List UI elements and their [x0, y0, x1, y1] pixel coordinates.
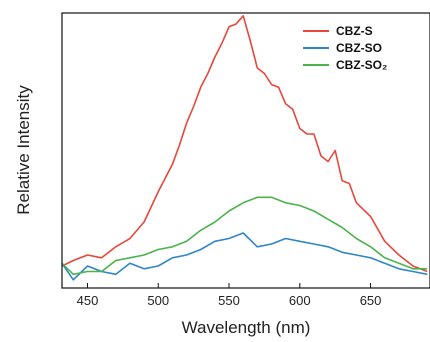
- x-tick-label: 550: [218, 293, 240, 308]
- x-axis-label: Wavelength (nm): [182, 318, 311, 337]
- y-axis-label: Relative Intensity: [14, 85, 33, 215]
- series-line-2: [61, 196, 428, 276]
- x-tick-label: 450: [77, 293, 99, 308]
- legend-label-cbz-s: CBZ-S: [336, 24, 373, 38]
- legend-label-cbz-so2: CBZ-SO₂: [336, 58, 387, 72]
- series-line-1: [61, 232, 428, 281]
- legend: CBZ-S CBZ-SO CBZ-SO₂: [303, 24, 387, 72]
- x-tick-label: 500: [147, 293, 169, 308]
- series-line-0: [61, 15, 428, 273]
- x-tick-label: 600: [289, 293, 311, 308]
- plot-frame: [61, 12, 430, 289]
- series-layer: [61, 15, 428, 281]
- x-tick-label: 650: [360, 293, 382, 308]
- x-ticks: 450 500 550 600 650: [77, 283, 382, 308]
- legend-label-cbz-so: CBZ-SO: [336, 41, 382, 55]
